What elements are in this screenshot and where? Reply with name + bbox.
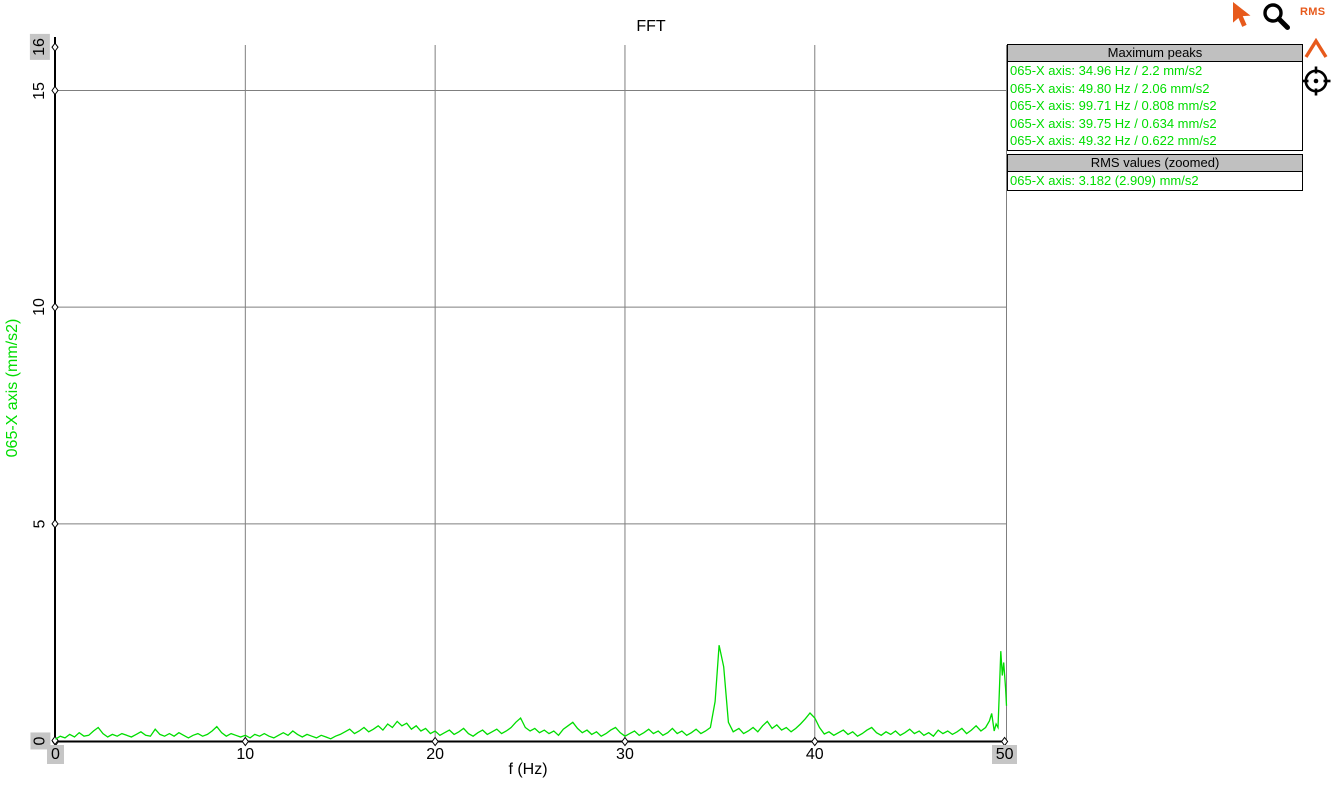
rms-tool-button[interactable]: RMS [1300, 6, 1326, 18]
x-tick-label: 0 [24, 744, 88, 765]
peak-caret-tool-icon[interactable] [1304, 38, 1328, 60]
y-tick-label: 16 [22, 29, 58, 65]
tick-marker [51, 302, 59, 312]
tick-marker [51, 518, 59, 529]
maximum-peaks-list: 065-X axis: 34.96 Hz / 2.2 mm/s2 065-X a… [1007, 62, 1303, 151]
x-tick-label: 40 [805, 746, 824, 763]
x-tick-label: 50 [973, 744, 1037, 765]
tick-marker [811, 736, 819, 747]
y-tick-label: 15 [30, 81, 48, 100]
peak-item: 065-X axis: 49.32 Hz / 0.622 mm/s2 [1010, 133, 1217, 149]
x-axis-title: f (Hz) [508, 761, 548, 778]
y-tick-label: 5 [31, 519, 48, 529]
x-tick-label: 20 [426, 746, 445, 763]
tick-marker [51, 85, 59, 96]
peak-item: 065-X axis: 99.71 Hz / 0.808 mm/s2 [1010, 98, 1217, 114]
zoom-magnifier-icon[interactable] [1260, 0, 1292, 32]
y-tick-label: 0 [22, 723, 58, 759]
y-axis-title: 065-X axis (mm/s2) [4, 318, 21, 458]
chart-title: FFT [636, 18, 666, 35]
tick-marker [431, 736, 439, 747]
x-tick-label: 10 [236, 746, 255, 763]
cursor-tool-icon[interactable] [1231, 2, 1253, 29]
peak-item: 065-X axis: 49.80 Hz / 2.06 mm/s2 [1010, 80, 1210, 96]
tick-marker [241, 736, 249, 747]
y-tick-label: 10 [30, 298, 48, 317]
tick-marker [51, 42, 59, 53]
peak-item: 065-X axis: 34.96 Hz / 2.2 mm/s2 [1010, 63, 1203, 78]
maximum-peaks-panel[interactable]: Maximum peaks 065-X axis: 34.96 Hz / 2.2… [1007, 44, 1303, 151]
peak-item: 065-X axis: 39.75 Hz / 0.634 mm/s2 [1010, 115, 1217, 131]
x-tick-label: 30 [616, 746, 634, 763]
rms-values-list: 065-X axis: 3.182 (2.909) mm/s2 [1007, 172, 1303, 191]
rms-values-header: RMS values (zoomed) [1007, 154, 1303, 172]
fft-trace [55, 645, 1008, 740]
rms-values-panel[interactable]: RMS values (zoomed) 065-X axis: 3.182 (2… [1007, 154, 1303, 191]
tick-marker [621, 736, 629, 747]
rms-item: 065-X axis: 3.182 (2.909) mm/s2 [1010, 173, 1199, 188]
crosshair-tool-icon[interactable] [1299, 64, 1333, 98]
maximum-peaks-header: Maximum peaks [1007, 44, 1303, 62]
